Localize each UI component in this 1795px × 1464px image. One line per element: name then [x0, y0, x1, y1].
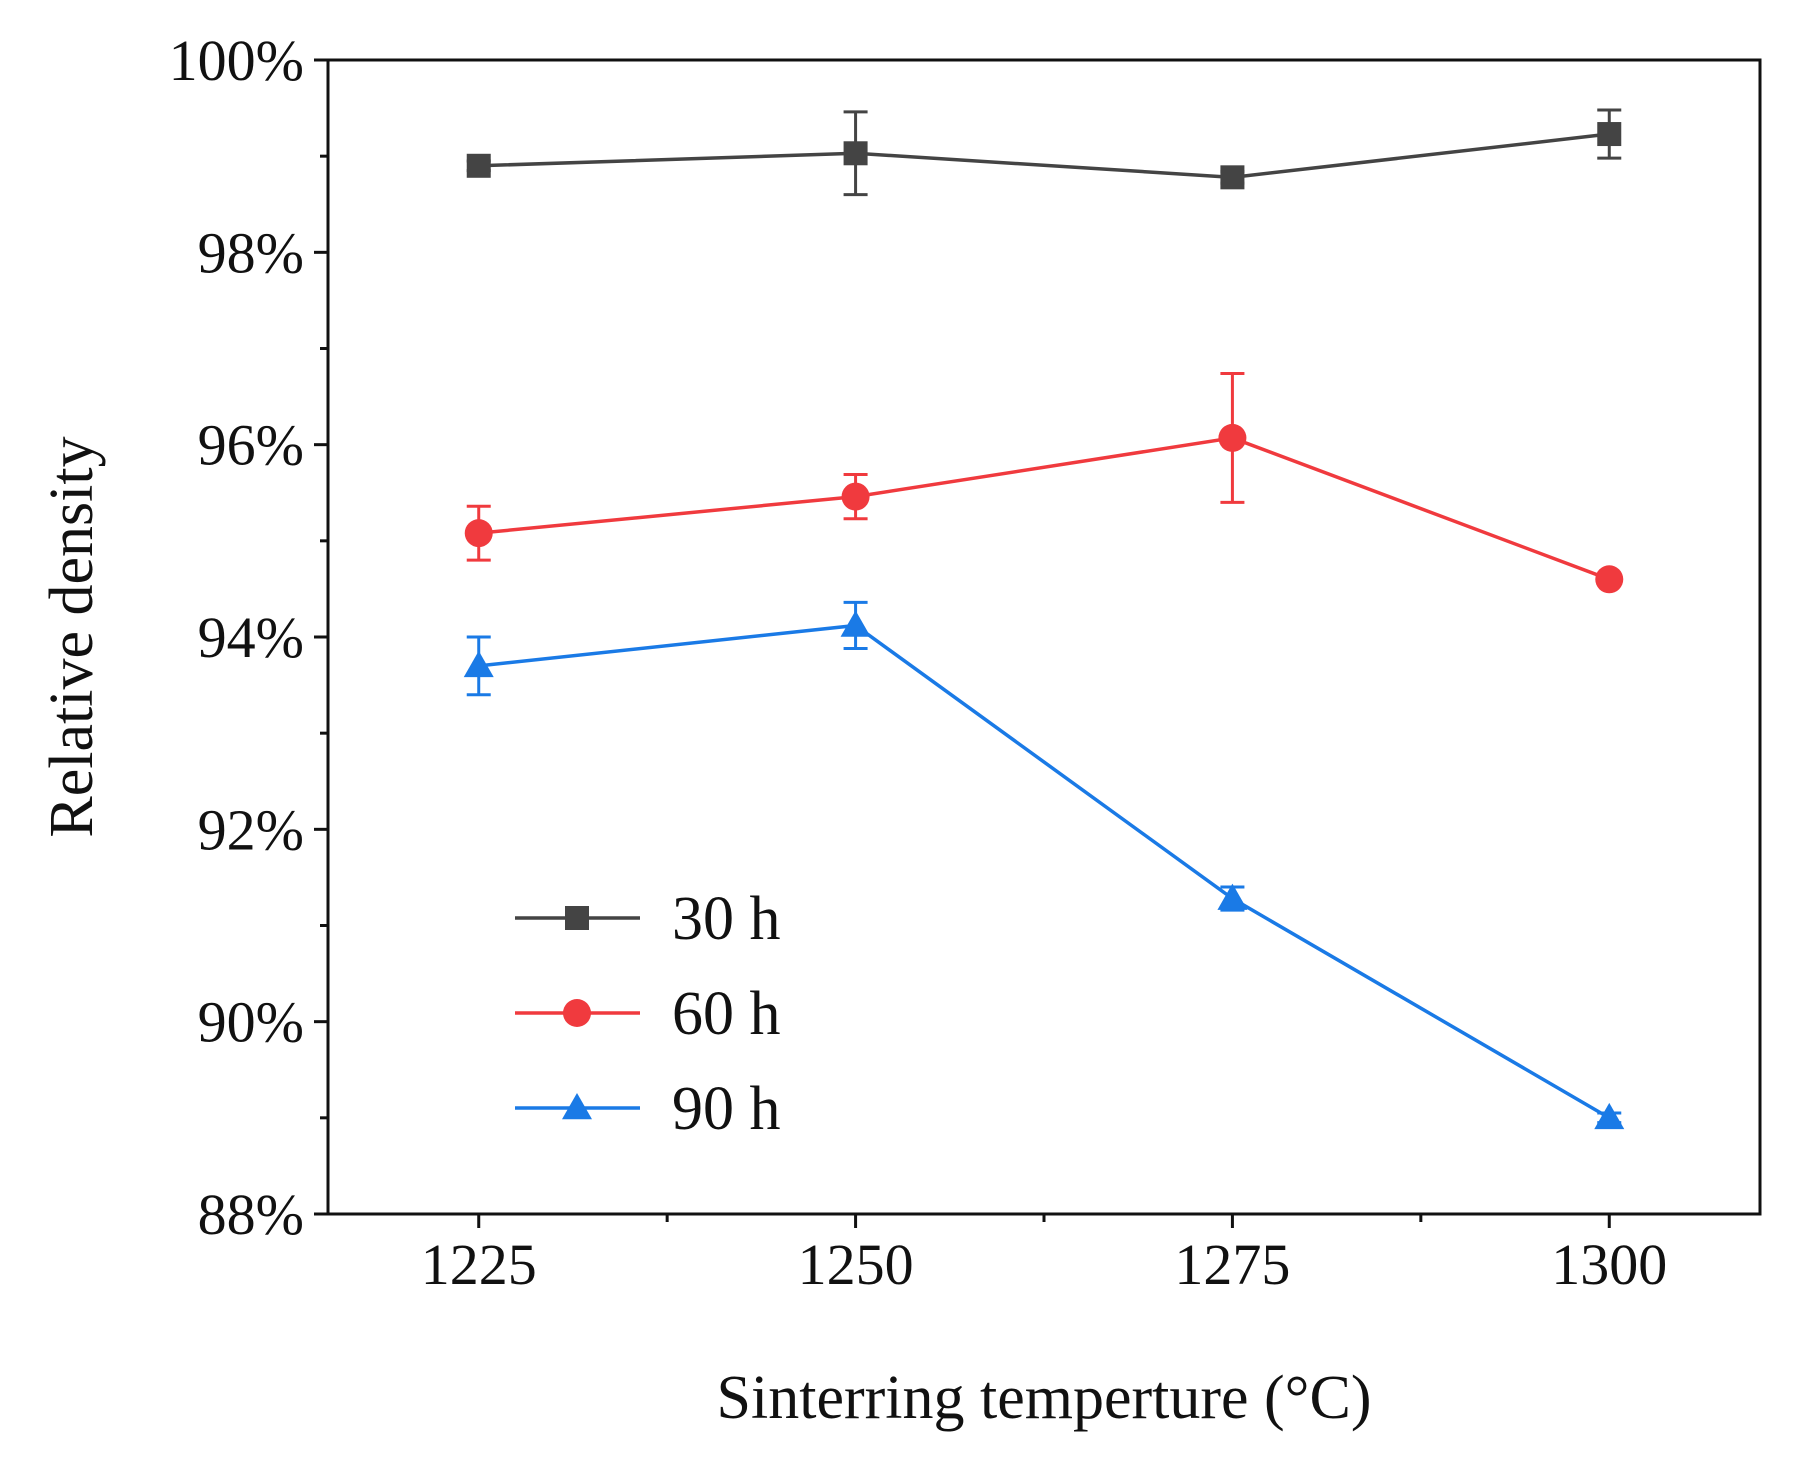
- legend-item: 60 h: [515, 980, 781, 1048]
- legend-item: 90 h: [515, 1075, 781, 1143]
- axis-ticks: [314, 58, 1611, 1228]
- data-point: [466, 153, 491, 178]
- y-tick-label: 94%: [198, 605, 304, 670]
- y-tick-label: 98%: [198, 220, 304, 285]
- series-line: [478, 436, 1610, 581]
- data-point: [843, 141, 868, 166]
- y-tick-label: 88%: [198, 1182, 304, 1247]
- series-60-h: [464, 372, 1624, 594]
- legend-label: 90 h: [672, 1075, 781, 1143]
- y-tick-label: 96%: [198, 413, 304, 478]
- data-point: [1218, 423, 1247, 452]
- plot-frame: [326, 58, 1762, 1216]
- data-point: [1217, 883, 1248, 910]
- legend-marker: [565, 906, 589, 930]
- y-tick-labels: 88% 90% 92% 94% 96% 98% 100%: [169, 28, 304, 1247]
- legend-label: 60 h: [672, 980, 781, 1048]
- data-point: [464, 519, 493, 548]
- y-tick-label: 100%: [169, 28, 304, 93]
- x-tick-label: 1275: [1174, 1232, 1290, 1297]
- x-tick-label: 1250: [798, 1232, 914, 1297]
- data-point: [841, 482, 870, 511]
- data-point: [463, 650, 494, 678]
- x-axis-title: Sinterring temperture (°C): [717, 1364, 1372, 1432]
- legend: 30 h 60 h 90 h: [515, 885, 781, 1143]
- x-tick-label: 1300: [1551, 1232, 1667, 1297]
- legend-item: 30 h: [515, 885, 781, 953]
- series-line: [478, 132, 1610, 180]
- y-axis-title: Relative density: [38, 436, 106, 837]
- series-90-h: [463, 600, 1625, 1130]
- data-point: [840, 610, 871, 637]
- legend-marker: [563, 999, 591, 1027]
- data-point: [1595, 565, 1624, 594]
- series-30-h: [466, 108, 1622, 197]
- data-point: [1597, 122, 1622, 147]
- legend-label: 30 h: [672, 885, 781, 953]
- x-tick-labels: 1225 1250 1275 1300: [421, 1232, 1668, 1297]
- data-point: [1594, 1102, 1625, 1130]
- y-tick-label: 90%: [198, 990, 304, 1055]
- data-point: [1220, 165, 1245, 190]
- y-tick-label: 92%: [198, 797, 304, 862]
- series-line: [478, 623, 1611, 1120]
- legend-marker: [562, 1093, 592, 1120]
- series-layer: [463, 108, 1625, 1130]
- x-tick-label: 1225: [421, 1232, 537, 1297]
